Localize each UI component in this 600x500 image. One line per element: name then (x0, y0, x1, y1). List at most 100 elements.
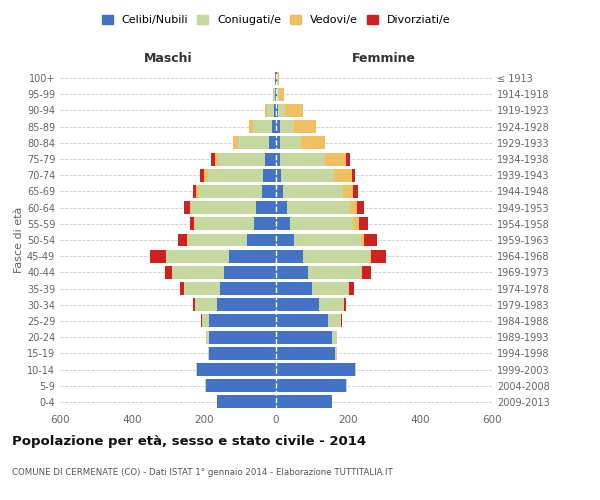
Bar (193, 185, 196, 198)
Bar (187, 234, 188, 246)
Bar (346, 152, 350, 166)
Bar (349, 282, 354, 295)
Bar (195, 218, 254, 230)
Bar (254, 218, 276, 230)
Bar (209, 314, 276, 328)
Bar (208, 169, 263, 181)
Bar (344, 298, 346, 311)
Bar (233, 136, 238, 149)
Bar (224, 266, 276, 279)
Bar (319, 298, 344, 311)
Bar (202, 314, 209, 328)
Bar (194, 218, 195, 230)
Bar (276, 136, 280, 149)
Bar (218, 152, 265, 166)
Bar (265, 152, 276, 166)
Bar (325, 152, 346, 166)
Bar (276, 185, 283, 198)
Bar (277, 72, 278, 85)
Bar (276, 169, 281, 181)
Bar (262, 185, 276, 198)
Bar (188, 234, 247, 246)
Bar (276, 104, 278, 117)
Bar (361, 266, 362, 279)
Bar (276, 120, 280, 133)
Bar (361, 234, 364, 246)
Bar (274, 88, 275, 101)
Text: Femmine: Femmine (352, 52, 416, 65)
Bar (220, 282, 276, 295)
Bar (184, 282, 220, 295)
Bar (294, 120, 316, 133)
Bar (303, 250, 370, 262)
Bar (190, 201, 191, 214)
Bar (165, 266, 172, 279)
Bar (209, 330, 276, 344)
Bar (276, 298, 319, 311)
Bar (247, 234, 276, 246)
Bar (343, 185, 353, 198)
Bar (276, 379, 346, 392)
Bar (215, 152, 218, 166)
Bar (308, 266, 361, 279)
Bar (204, 169, 208, 181)
Bar (275, 88, 276, 101)
Bar (180, 282, 184, 295)
Text: COMUNE DI CERMENATE (CO) - Dati ISTAT 1° gennaio 2014 - Elaborazione TUTTITALIA.: COMUNE DI CERMENATE (CO) - Dati ISTAT 1°… (12, 468, 393, 477)
Bar (276, 218, 290, 230)
Bar (265, 104, 267, 117)
Bar (355, 363, 356, 376)
Bar (150, 250, 166, 262)
Bar (371, 250, 386, 262)
Bar (272, 120, 276, 133)
Bar (280, 152, 325, 166)
Bar (195, 298, 217, 311)
Bar (238, 136, 269, 149)
Bar (285, 104, 303, 117)
Text: Maschi: Maschi (143, 52, 193, 65)
Bar (283, 185, 343, 198)
Bar (301, 136, 325, 149)
Bar (332, 330, 337, 344)
Bar (276, 152, 280, 166)
Bar (357, 201, 364, 214)
Bar (276, 88, 277, 101)
Bar (352, 169, 355, 181)
Bar (276, 250, 303, 262)
Bar (370, 250, 371, 262)
Bar (335, 347, 337, 360)
Bar (199, 185, 262, 198)
Bar (278, 104, 285, 117)
Bar (353, 218, 359, 230)
Bar (253, 120, 272, 133)
Bar (362, 266, 371, 279)
Bar (196, 185, 199, 198)
Bar (348, 282, 349, 295)
Bar (172, 266, 224, 279)
Bar (276, 363, 355, 376)
Bar (274, 104, 276, 117)
Bar (353, 185, 358, 198)
Y-axis label: Fasce di età: Fasce di età (14, 207, 24, 273)
Bar (249, 120, 253, 133)
Bar (364, 234, 377, 246)
Bar (312, 282, 348, 295)
Bar (184, 201, 190, 214)
Bar (279, 88, 284, 101)
Bar (277, 88, 279, 101)
Bar (205, 379, 206, 392)
Bar (229, 250, 276, 262)
Bar (206, 330, 209, 344)
Bar (269, 136, 276, 149)
Bar (190, 218, 194, 230)
Bar (200, 169, 204, 181)
Bar (328, 314, 341, 328)
Bar (276, 234, 294, 246)
Bar (197, 363, 276, 376)
Bar (287, 201, 350, 214)
Bar (275, 72, 276, 85)
Bar (217, 396, 276, 408)
Legend: Celibi/Nubili, Coniugati/e, Vedovi/e, Divorziati/e: Celibi/Nubili, Coniugati/e, Vedovi/e, Di… (97, 10, 455, 30)
Bar (276, 314, 328, 328)
Bar (178, 234, 187, 246)
